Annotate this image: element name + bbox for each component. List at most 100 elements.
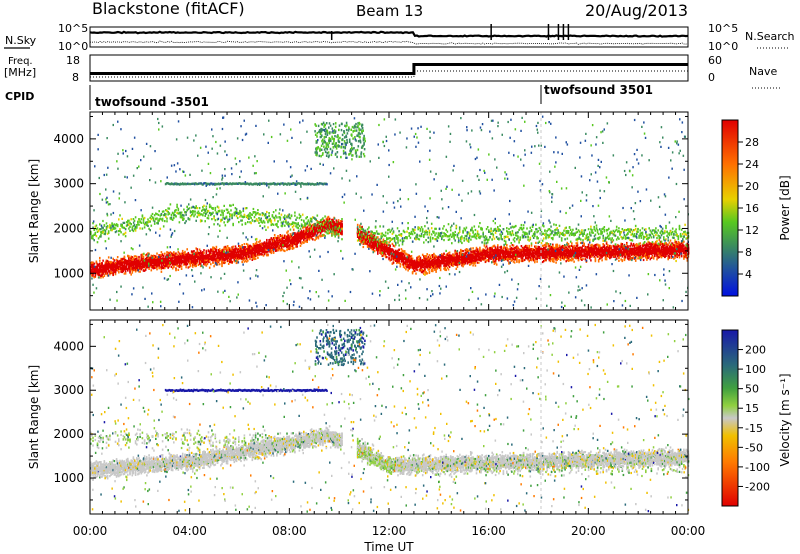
data-cell (175, 209, 177, 211)
data-cell (271, 251, 273, 253)
data-cell (93, 263, 95, 265)
data-cell (181, 268, 183, 270)
data-cell (221, 265, 223, 267)
data-cell (290, 229, 292, 231)
data-cell (426, 253, 428, 255)
data-cell (287, 230, 289, 232)
data-cell (232, 246, 234, 248)
data-cell (195, 265, 197, 267)
data-cell (425, 239, 427, 241)
data-cell (421, 233, 423, 235)
data-cell (191, 207, 193, 209)
data-cell (203, 205, 205, 207)
data-cell (273, 252, 275, 254)
data-cell (273, 211, 275, 213)
data-cell (312, 238, 314, 240)
data-cell (141, 222, 143, 224)
data-cell (126, 266, 128, 268)
data-cell (223, 205, 225, 207)
data-cell (176, 204, 178, 206)
noise-search-trace (90, 41, 688, 44)
data-cell (127, 222, 129, 224)
data-cell (423, 241, 425, 243)
noise-right-tick-top: 10^5 (708, 22, 738, 35)
data-cell (232, 204, 234, 206)
data-cell (276, 223, 278, 225)
data-cell (184, 251, 186, 253)
data-cell (107, 272, 109, 274)
data-cell (361, 226, 363, 228)
data-cell (368, 226, 370, 228)
data-cell (422, 229, 424, 231)
data-cell (241, 261, 243, 263)
data-cell (165, 213, 167, 215)
data-cell (253, 208, 255, 210)
data-cell (423, 236, 425, 238)
data-cell (398, 230, 400, 232)
data-cell (257, 220, 259, 222)
data-cell (231, 261, 233, 263)
data-cell (105, 240, 107, 242)
data-cell (281, 214, 283, 216)
data-cell (158, 210, 160, 212)
data-cell (178, 208, 180, 210)
power-panel: 1000200030004000 Slant Range [km] (27, 112, 689, 310)
data-cell (377, 236, 379, 238)
nave-label: Nave (749, 65, 777, 78)
data-cell (204, 220, 206, 222)
data-cell (243, 210, 245, 212)
data-cell (139, 271, 141, 273)
data-cell (121, 224, 123, 226)
data-cell (386, 242, 388, 244)
noise-left-tick-bottom: 10^0 (58, 40, 88, 53)
data-cell (405, 268, 407, 270)
data-cell (186, 263, 188, 265)
data-cell (238, 221, 240, 223)
data-cell (301, 219, 303, 221)
data-cell (247, 221, 249, 223)
data-cell (210, 252, 212, 254)
data-cell (125, 272, 127, 274)
nave-tick-bottom: 0 (708, 71, 715, 84)
data-cell (182, 250, 184, 252)
data-cell (260, 218, 262, 220)
data-cell (290, 217, 292, 219)
data-cell (311, 220, 313, 222)
noise-strip: N.Sky 10^5 10^0 10^5 10^0 N.Search (4, 22, 795, 53)
data-cell (204, 215, 206, 217)
data-cell (215, 209, 217, 211)
data-cell (285, 221, 287, 223)
data-cell (156, 217, 158, 219)
data-cell (419, 238, 421, 240)
data-cell (411, 255, 413, 257)
freq-tick-bottom: 8 (72, 71, 79, 84)
data-cell (385, 232, 387, 234)
data-cell (145, 269, 147, 271)
data-cell (300, 245, 302, 247)
data-cell (410, 237, 412, 239)
data-cell (420, 257, 422, 259)
data-cell (125, 232, 127, 234)
data-cell (404, 231, 406, 233)
data-cell (185, 211, 187, 213)
nsearch-label: N.Search (745, 30, 795, 43)
data-cell (147, 225, 149, 227)
freq-unit: [MHz] (4, 66, 36, 79)
data-cell (426, 233, 428, 235)
data-cell (247, 244, 249, 246)
nsky-label: N.Sky (5, 34, 37, 47)
data-cell (110, 227, 112, 229)
data-cell (386, 256, 388, 258)
data-cell (227, 209, 229, 211)
data-cell (160, 228, 162, 230)
data-cell (236, 215, 238, 217)
data-cell (93, 229, 95, 231)
data-cell (129, 226, 131, 228)
noise-sky-trace (90, 32, 688, 37)
data-cell (255, 258, 257, 260)
data-cell (398, 244, 400, 246)
data-cell (277, 226, 279, 228)
cpid-strip: CPID twofsound -3501 twofsound 3501 (5, 83, 653, 110)
data-cell (294, 212, 296, 214)
